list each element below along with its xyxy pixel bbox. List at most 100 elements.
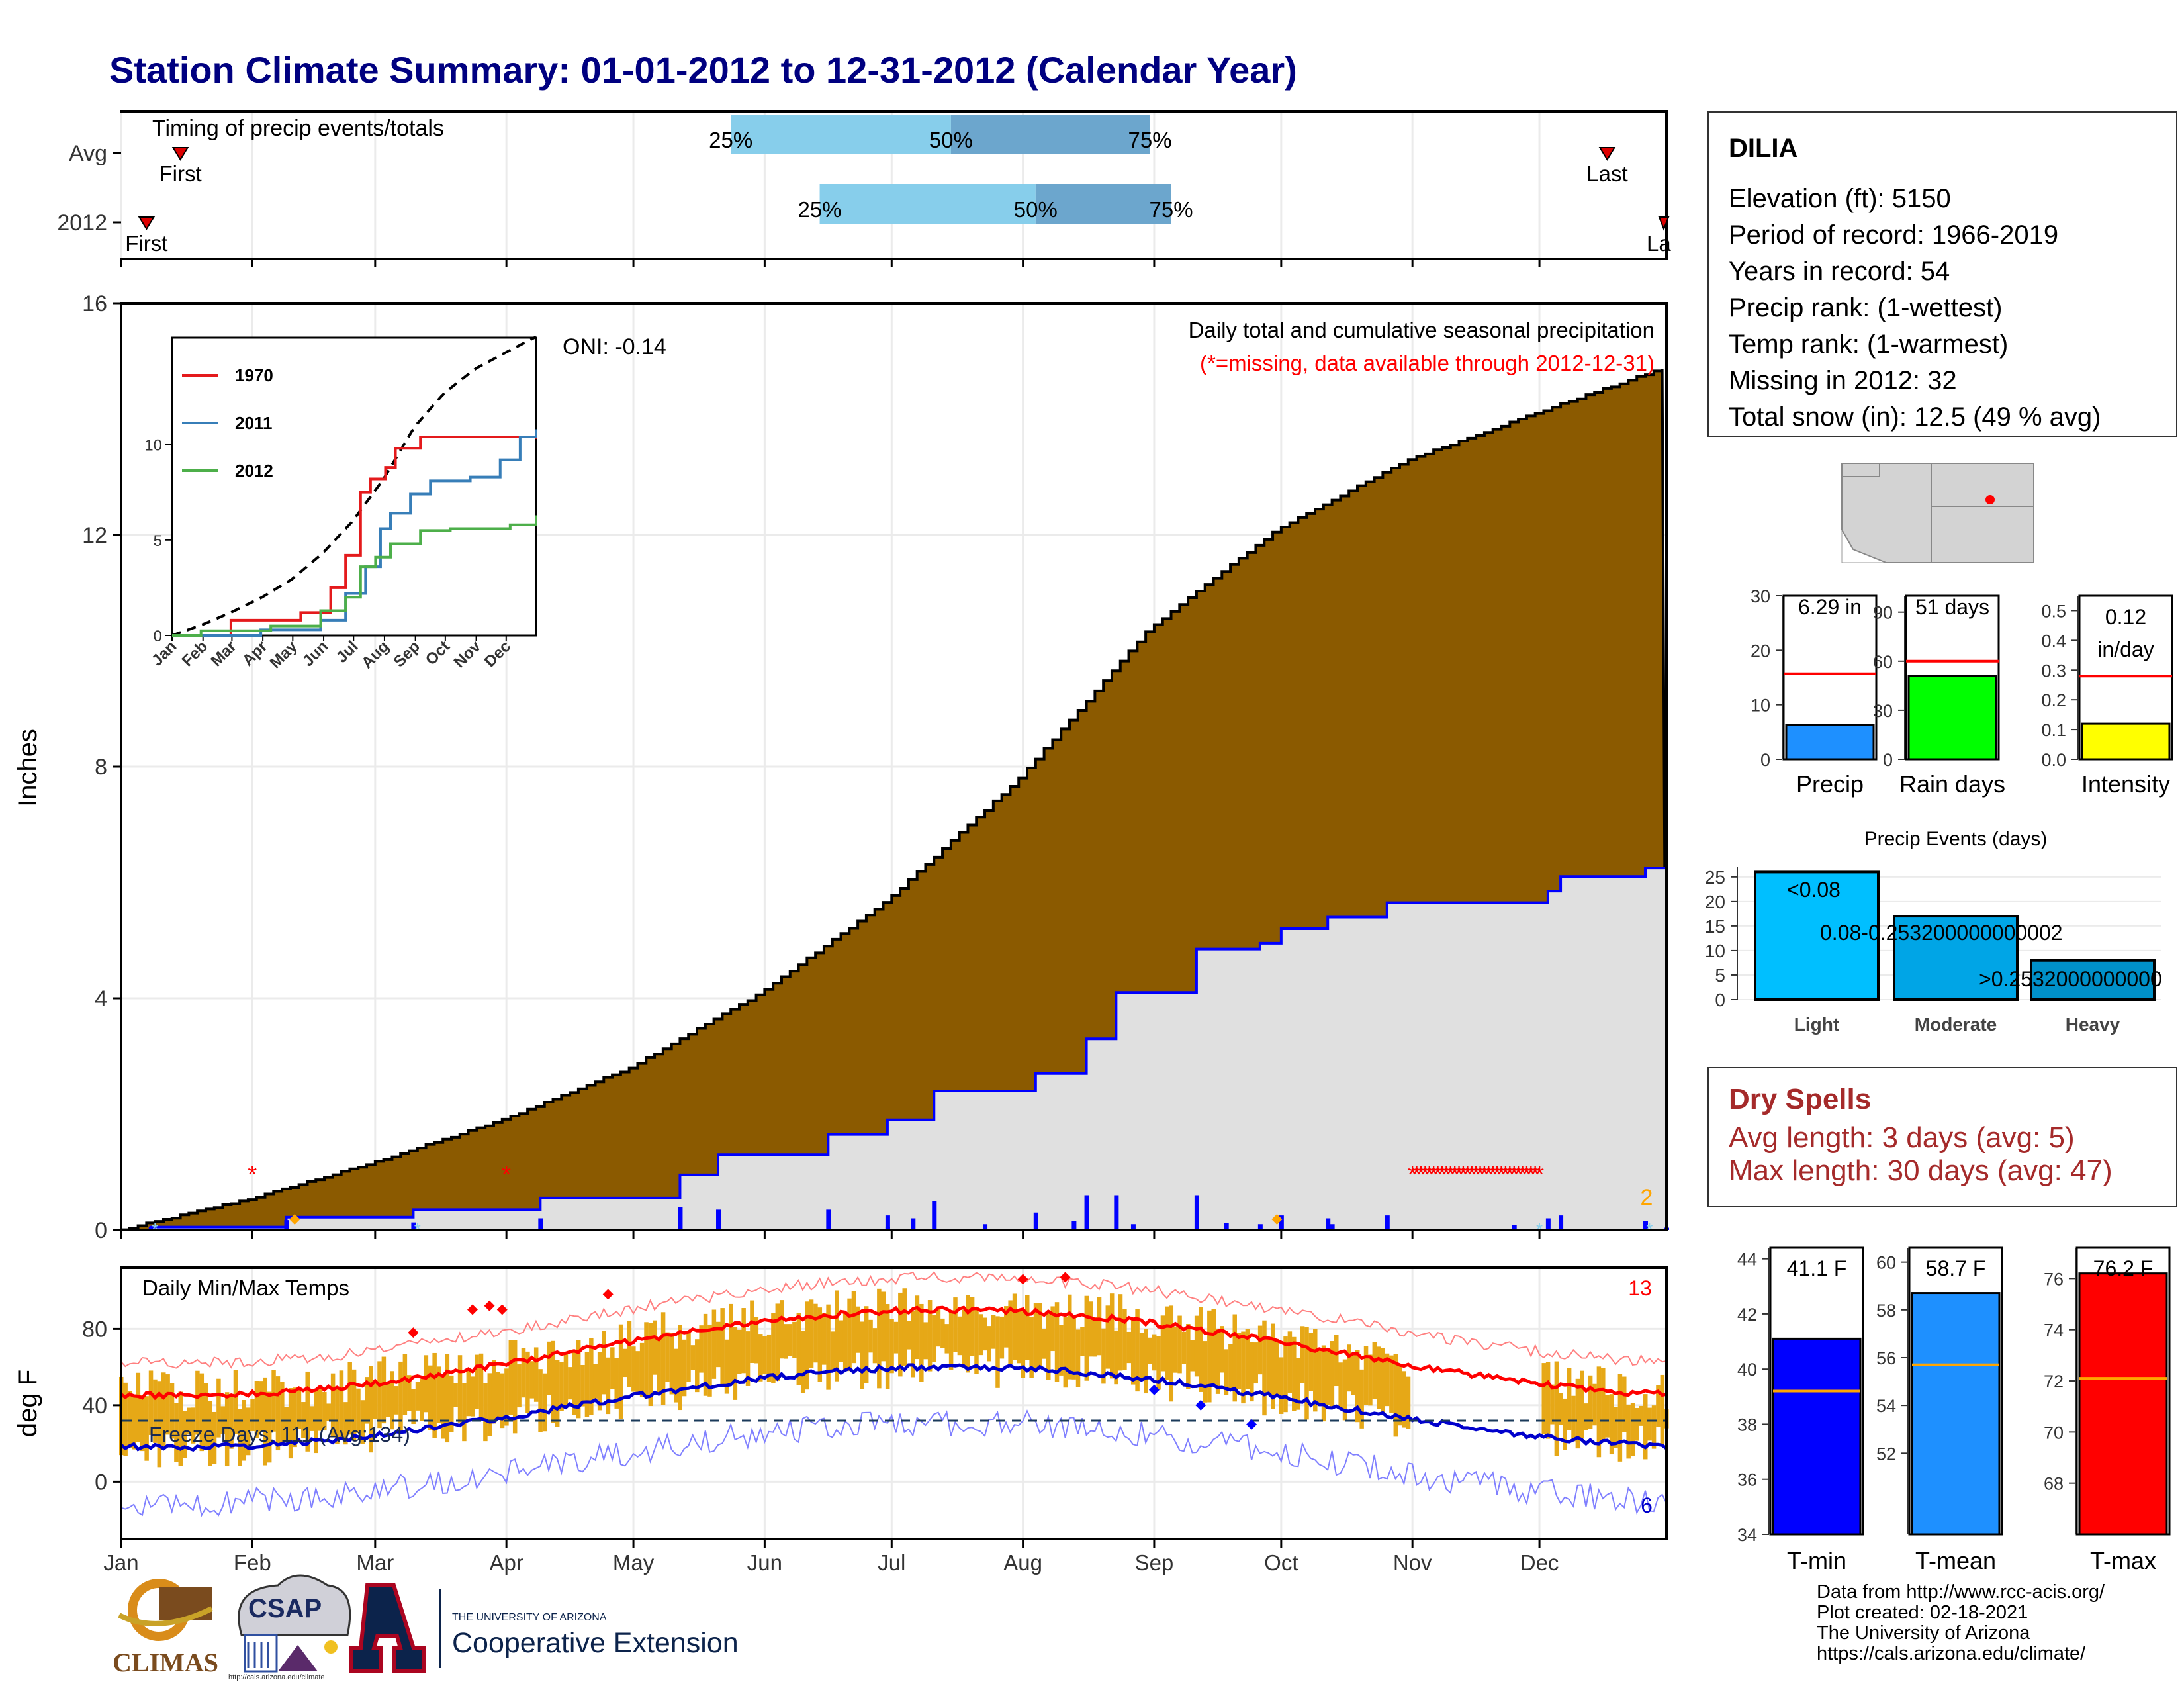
daily-temp-range-bar — [902, 1288, 907, 1366]
climas-logo — [118, 1579, 213, 1641]
temp-ytick-label: 0 — [95, 1470, 107, 1495]
precip-ytick-label: 12 — [82, 523, 107, 548]
daily-temp-range-bar — [898, 1292, 903, 1377]
daily-precip-bar — [1130, 1224, 1136, 1230]
month-axis: Jan Feb Mar Apr May Jun Jul Aug Sep Oct Nov Dec — [103, 259, 1559, 1575]
daily-temp-range-bar — [263, 1377, 268, 1466]
daily-temp-range-bar — [568, 1367, 572, 1400]
precip-corner-count: 2 — [1641, 1185, 1653, 1210]
daily-temp-range-bar — [224, 1392, 230, 1467]
missing-day-marker: * — [1446, 1161, 1455, 1188]
daily-temp-range-bar — [690, 1345, 696, 1370]
month-tick-label: Nov — [1393, 1550, 1432, 1575]
daily-temp-range-bar — [508, 1340, 514, 1415]
missing-day-marker: * — [1425, 1161, 1434, 1188]
temp-bar-value-label: 58.7 F — [1926, 1256, 1986, 1280]
daily-temp-range-bar — [318, 1385, 323, 1431]
daily-temp-range-bar — [1376, 1346, 1381, 1409]
hail-marker — [289, 1214, 300, 1225]
daily-temp-range-bar — [614, 1358, 619, 1409]
daily-temp-range-bar — [347, 1362, 352, 1435]
daily-temp-range-bar — [919, 1303, 924, 1382]
daily-temp-range-bar — [893, 1321, 899, 1354]
credit-url: https://cals.arizona.edu/climate/ — [1817, 1643, 2086, 1664]
daily-precip-bar — [1326, 1218, 1331, 1230]
daily-temp-range-bar — [792, 1321, 797, 1358]
temp-bar-ytick-label: 36 — [1737, 1470, 1757, 1490]
summary-bar-ytick-label: 10 — [1751, 696, 1770, 716]
missing-day-marker: * — [1437, 1161, 1447, 1188]
daily-temp-range-bar — [1338, 1362, 1343, 1410]
daily-temp-range-bar — [182, 1411, 187, 1458]
timing-p75-label: 75% — [1149, 197, 1193, 222]
missing-day-marker: * — [1429, 1161, 1438, 1188]
daily-temp-range-bar — [995, 1316, 1000, 1388]
precip-events-bar — [1893, 915, 2019, 1002]
missing-day-marker: * — [502, 1161, 511, 1188]
precip-events-ytick-label: 25 — [1705, 867, 1725, 888]
daily-temp-range-bar — [356, 1388, 361, 1433]
daily-temp-range-bar — [293, 1387, 297, 1448]
daily-temp-range-bar — [1156, 1336, 1161, 1390]
daily-temp-range-bar — [682, 1339, 687, 1397]
daily-temp-range-bar — [280, 1382, 285, 1444]
record-low-marker — [1148, 1384, 1160, 1395]
daily-temp-range-bar — [1635, 1407, 1639, 1441]
oni-label: ONI: -0.14 — [563, 334, 666, 359]
cold-days-count: 6 — [1641, 1493, 1653, 1517]
daily-temp-range-bar — [1224, 1349, 1229, 1395]
month-tick-label: Jun — [747, 1550, 782, 1575]
daily-temp-range-bar — [957, 1316, 962, 1356]
daily-temp-range-bar — [533, 1347, 539, 1402]
daily-temp-range-bar — [305, 1371, 310, 1452]
daily-temp-range-bar — [288, 1388, 293, 1459]
daily-temp-range-bar — [589, 1338, 594, 1415]
daily-temp-range-bar — [238, 1409, 242, 1466]
precip-events-category-label: Heavy — [2066, 1014, 2120, 1035]
daily-precip-bar — [411, 1222, 416, 1230]
daily-temp-range-bar — [674, 1348, 678, 1403]
dry-spells-box: Dry Spells Avg length: 3 days (avg: 5) M… — [1707, 1067, 2177, 1207]
daily-temp-range-bar — [1139, 1333, 1144, 1381]
timing-label: Timing of precip events/totals — [152, 116, 444, 141]
record-high-marker — [467, 1304, 478, 1315]
summary-bar-ytick-label: 60 — [1873, 652, 1893, 672]
daily-precip-bar — [1071, 1221, 1077, 1230]
daily-temp-range-bar — [1584, 1403, 1588, 1430]
daily-temp-range-bar — [1122, 1309, 1127, 1370]
daily-temp-range-bar — [470, 1376, 475, 1417]
daily-temp-range-bar — [741, 1308, 746, 1374]
summary-bar-value-label: in/day — [2097, 637, 2154, 661]
daily-temp-range-bar — [1563, 1398, 1567, 1450]
timing-bar-upper — [1035, 184, 1171, 224]
daily-temp-range-bar — [754, 1317, 759, 1364]
hail-marker — [1271, 1214, 1283, 1225]
temp-bar-ytick-label: 74 — [2044, 1321, 2064, 1340]
temp-bar-label: T-mean — [1915, 1547, 1996, 1574]
inset-legend-label: 1970 — [235, 365, 273, 385]
daily-temp-range-bar — [314, 1390, 318, 1454]
daily-temp-range-bar — [572, 1352, 577, 1415]
daily-temp-range-bar — [1279, 1357, 1284, 1414]
record-high-marker — [496, 1304, 508, 1315]
daily-temp-range-bar — [563, 1352, 569, 1405]
daily-temp-range-bar — [547, 1341, 551, 1395]
precip-events-ytick-label: 20 — [1705, 892, 1725, 912]
daily-temp-range-bar — [835, 1290, 839, 1382]
daily-temp-range-bar — [703, 1313, 708, 1396]
daily-temp-range-bar — [1253, 1342, 1258, 1384]
daily-temp-range-bar — [457, 1355, 463, 1423]
daily-temp-range-bar — [233, 1370, 238, 1434]
temp-bar-ytick-label: 38 — [1737, 1415, 1757, 1434]
daily-temp-range-bar — [271, 1370, 276, 1432]
daily-precip-bar — [885, 1215, 890, 1230]
summary-bar-value-label: 6.29 in — [1798, 595, 1862, 619]
temp-bar-ytick-label: 68 — [2044, 1474, 2064, 1494]
daily-temp-range-bar — [1190, 1340, 1195, 1372]
daily-temp-range-bar — [1029, 1317, 1034, 1378]
precip-events-category-label: Moderate — [1915, 1014, 1997, 1035]
average-min-line — [120, 1363, 1668, 1452]
temp-bar-ytick-label: 54 — [1876, 1396, 1896, 1416]
missing-day-marker: * — [1514, 1161, 1523, 1188]
temp-bar-ytick-label: 60 — [1876, 1253, 1896, 1273]
